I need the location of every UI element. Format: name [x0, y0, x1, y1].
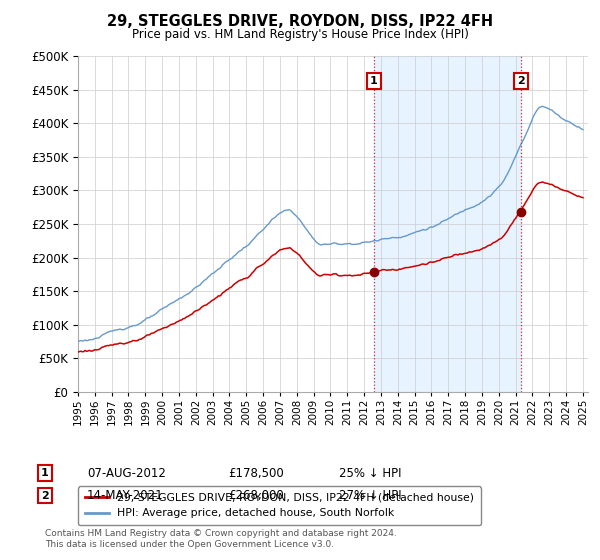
Text: Price paid vs. HM Land Registry's House Price Index (HPI): Price paid vs. HM Land Registry's House … [131, 28, 469, 41]
Text: £178,500: £178,500 [228, 466, 284, 480]
Bar [374, 56, 521, 392]
Text: 25% ↓ HPI: 25% ↓ HPI [339, 466, 401, 480]
Text: 29, STEGGLES DRIVE, ROYDON, DISS, IP22 4FH: 29, STEGGLES DRIVE, ROYDON, DISS, IP22 4… [107, 14, 493, 29]
Legend: 29, STEGGLES DRIVE, ROYDON, DISS, IP22 4FH (detached house), HPI: Average price,: 29, STEGGLES DRIVE, ROYDON, DISS, IP22 4… [79, 487, 481, 525]
Text: 07-AUG-2012: 07-AUG-2012 [87, 466, 166, 480]
Text: 1: 1 [41, 468, 49, 478]
Text: £268,000: £268,000 [228, 489, 284, 502]
Text: Contains HM Land Registry data © Crown copyright and database right 2024.
This d: Contains HM Land Registry data © Crown c… [45, 529, 397, 549]
Text: 14-MAY-2021: 14-MAY-2021 [87, 489, 164, 502]
Text: 27% ↓ HPI: 27% ↓ HPI [339, 489, 401, 502]
Text: 2: 2 [41, 491, 49, 501]
Text: 2: 2 [517, 76, 525, 86]
Text: 1: 1 [370, 76, 378, 86]
